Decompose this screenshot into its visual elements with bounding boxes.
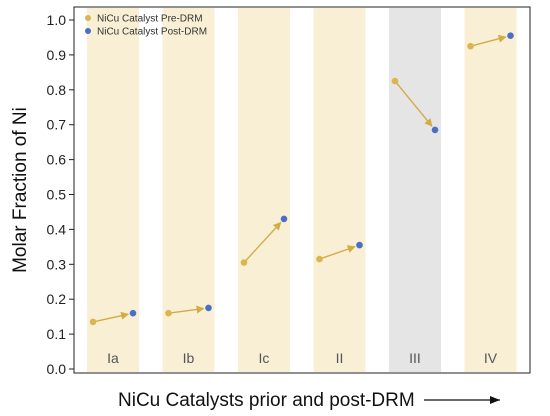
x-axis-label: NiCu Catalysts prior and post-DRM <box>118 390 415 411</box>
point-post-iii <box>431 126 439 134</box>
y-tick-label: 0.0 <box>47 361 67 377</box>
point-post-ia <box>129 309 137 317</box>
category-label-iv: IV <box>484 350 498 366</box>
y-tick-label: 0.4 <box>47 221 67 237</box>
point-pre-ii <box>316 255 323 263</box>
point-post-ii <box>356 241 363 249</box>
arrow-iii <box>394 80 433 127</box>
point-post-ib <box>205 304 212 312</box>
point-pre-iii <box>391 77 399 85</box>
category-label-ia: Ia <box>107 350 119 366</box>
data-points <box>89 32 514 326</box>
legend: NiCu Catalyst Pre-DRM NiCu Catalyst Post-… <box>85 14 207 38</box>
y-tick-label: 0.9 <box>47 47 67 63</box>
y-tick-label: 0.8 <box>47 82 67 98</box>
band-iv <box>464 8 517 372</box>
y-axis: 0.0 0.1 0.2 0.3 0.4 0.5 0.6 0.7 0.8 0.9 1.0 <box>47 12 74 377</box>
plot-frame <box>73 6 531 374</box>
point-post-ic <box>280 215 288 223</box>
band-ic <box>238 8 290 372</box>
y-tick-label: 0.6 <box>47 152 67 168</box>
y-tick-label: 1.0 <box>47 12 67 28</box>
point-pre-iv <box>467 42 474 50</box>
point-post-iv <box>507 32 514 40</box>
arrow-iv <box>470 34 507 47</box>
arrow-ii <box>319 245 356 260</box>
category-label-ib: Ib <box>183 350 195 366</box>
arrow-ib <box>168 305 205 314</box>
legend-label-pre: NiCu Catalyst Pre-DRM <box>97 14 203 25</box>
y-tick-label: 0.3 <box>47 256 67 272</box>
band-iii <box>389 8 441 372</box>
category-label-iii: III <box>409 350 421 366</box>
y-axis-label: Molar Fraction of Ni <box>10 107 31 273</box>
point-pre-ia <box>89 318 97 326</box>
band-ib <box>162 8 215 372</box>
category-label-ic: Ic <box>259 350 270 366</box>
arrow-ia <box>92 311 130 323</box>
category-labels: Ia Ib Ic II III IV <box>107 350 498 366</box>
y-tick-label: 0.5 <box>47 187 67 203</box>
category-label-ii: II <box>336 350 344 366</box>
legend-marker-pre <box>85 15 91 21</box>
y-tick-label: 0.7 <box>47 117 67 133</box>
legend-marker-post <box>85 28 91 34</box>
legend-label-post: NiCu Catalyst Post-DRM <box>97 27 207 38</box>
band-ii <box>313 8 366 372</box>
category-bands <box>87 8 517 372</box>
x-axis-arrow <box>424 396 500 404</box>
y-tick-label: 0.1 <box>47 326 67 342</box>
change-arrows <box>92 34 507 323</box>
point-pre-ib <box>165 309 172 317</box>
arrow-ic <box>243 221 282 264</box>
point-pre-ic <box>240 259 248 266</box>
y-tick-label: 0.2 <box>47 291 67 307</box>
